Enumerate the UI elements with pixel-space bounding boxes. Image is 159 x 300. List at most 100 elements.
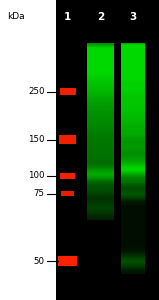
FancyBboxPatch shape: [87, 209, 114, 211]
FancyBboxPatch shape: [121, 107, 145, 109]
FancyBboxPatch shape: [121, 70, 145, 71]
FancyBboxPatch shape: [87, 48, 114, 50]
FancyBboxPatch shape: [121, 45, 145, 46]
FancyBboxPatch shape: [121, 260, 145, 261]
FancyBboxPatch shape: [87, 134, 114, 136]
FancyBboxPatch shape: [121, 268, 145, 269]
Text: 50: 50: [34, 256, 45, 266]
FancyBboxPatch shape: [87, 174, 114, 176]
FancyBboxPatch shape: [121, 126, 145, 128]
FancyBboxPatch shape: [121, 229, 145, 230]
FancyBboxPatch shape: [87, 81, 114, 82]
FancyBboxPatch shape: [121, 223, 145, 225]
FancyBboxPatch shape: [121, 113, 145, 115]
Text: 250: 250: [28, 87, 45, 96]
FancyBboxPatch shape: [87, 55, 114, 56]
FancyBboxPatch shape: [87, 118, 114, 119]
FancyBboxPatch shape: [87, 218, 114, 220]
FancyBboxPatch shape: [87, 179, 114, 181]
FancyBboxPatch shape: [121, 54, 145, 56]
FancyBboxPatch shape: [87, 112, 114, 114]
FancyBboxPatch shape: [121, 163, 145, 164]
FancyBboxPatch shape: [121, 259, 145, 261]
FancyBboxPatch shape: [121, 93, 145, 94]
FancyBboxPatch shape: [121, 170, 145, 172]
FancyBboxPatch shape: [87, 209, 114, 210]
FancyBboxPatch shape: [87, 80, 114, 82]
FancyBboxPatch shape: [121, 130, 145, 132]
FancyBboxPatch shape: [121, 112, 145, 113]
FancyBboxPatch shape: [121, 150, 145, 152]
FancyBboxPatch shape: [87, 206, 114, 208]
FancyBboxPatch shape: [87, 184, 114, 185]
FancyBboxPatch shape: [121, 250, 145, 252]
FancyBboxPatch shape: [87, 115, 114, 117]
FancyBboxPatch shape: [121, 175, 145, 177]
FancyBboxPatch shape: [121, 222, 145, 224]
FancyBboxPatch shape: [121, 80, 145, 82]
FancyBboxPatch shape: [121, 264, 145, 265]
FancyBboxPatch shape: [121, 152, 145, 154]
FancyBboxPatch shape: [121, 236, 145, 237]
FancyBboxPatch shape: [87, 187, 114, 189]
FancyBboxPatch shape: [121, 170, 145, 172]
FancyBboxPatch shape: [87, 150, 114, 152]
FancyBboxPatch shape: [121, 61, 145, 62]
FancyBboxPatch shape: [87, 45, 114, 47]
FancyBboxPatch shape: [121, 142, 145, 143]
FancyBboxPatch shape: [121, 124, 145, 125]
FancyBboxPatch shape: [121, 194, 145, 195]
FancyBboxPatch shape: [121, 144, 145, 146]
FancyBboxPatch shape: [87, 200, 114, 201]
FancyBboxPatch shape: [121, 109, 145, 111]
FancyBboxPatch shape: [121, 112, 145, 114]
FancyBboxPatch shape: [121, 115, 145, 117]
FancyBboxPatch shape: [87, 163, 114, 165]
FancyBboxPatch shape: [87, 201, 114, 203]
FancyBboxPatch shape: [87, 71, 114, 73]
FancyBboxPatch shape: [121, 213, 145, 215]
FancyBboxPatch shape: [87, 144, 114, 146]
FancyBboxPatch shape: [87, 106, 114, 108]
FancyBboxPatch shape: [87, 126, 114, 127]
FancyBboxPatch shape: [121, 203, 145, 204]
FancyBboxPatch shape: [87, 199, 114, 201]
FancyBboxPatch shape: [87, 210, 114, 212]
FancyBboxPatch shape: [121, 123, 145, 124]
FancyBboxPatch shape: [87, 182, 114, 184]
FancyBboxPatch shape: [121, 145, 145, 147]
FancyBboxPatch shape: [87, 119, 114, 120]
FancyBboxPatch shape: [87, 89, 114, 91]
FancyBboxPatch shape: [87, 161, 114, 162]
FancyBboxPatch shape: [121, 227, 145, 229]
FancyBboxPatch shape: [121, 159, 145, 160]
FancyBboxPatch shape: [121, 166, 145, 167]
FancyBboxPatch shape: [121, 89, 145, 91]
FancyBboxPatch shape: [121, 97, 145, 98]
FancyBboxPatch shape: [87, 155, 114, 156]
FancyBboxPatch shape: [121, 111, 145, 112]
FancyBboxPatch shape: [121, 57, 145, 58]
FancyBboxPatch shape: [87, 170, 114, 172]
FancyBboxPatch shape: [121, 94, 145, 96]
FancyBboxPatch shape: [121, 113, 145, 115]
FancyBboxPatch shape: [87, 212, 114, 213]
FancyBboxPatch shape: [87, 44, 114, 45]
FancyBboxPatch shape: [87, 193, 114, 194]
FancyBboxPatch shape: [121, 152, 145, 153]
FancyBboxPatch shape: [87, 176, 114, 177]
FancyBboxPatch shape: [87, 186, 114, 187]
FancyBboxPatch shape: [87, 99, 114, 101]
FancyBboxPatch shape: [121, 116, 145, 117]
FancyBboxPatch shape: [121, 135, 145, 136]
FancyBboxPatch shape: [87, 140, 114, 142]
FancyBboxPatch shape: [87, 135, 114, 137]
FancyBboxPatch shape: [121, 73, 145, 74]
FancyBboxPatch shape: [121, 130, 145, 131]
FancyBboxPatch shape: [121, 76, 145, 78]
FancyBboxPatch shape: [121, 219, 145, 220]
FancyBboxPatch shape: [87, 215, 114, 217]
FancyBboxPatch shape: [87, 101, 114, 103]
FancyBboxPatch shape: [121, 211, 145, 212]
FancyBboxPatch shape: [121, 173, 145, 174]
